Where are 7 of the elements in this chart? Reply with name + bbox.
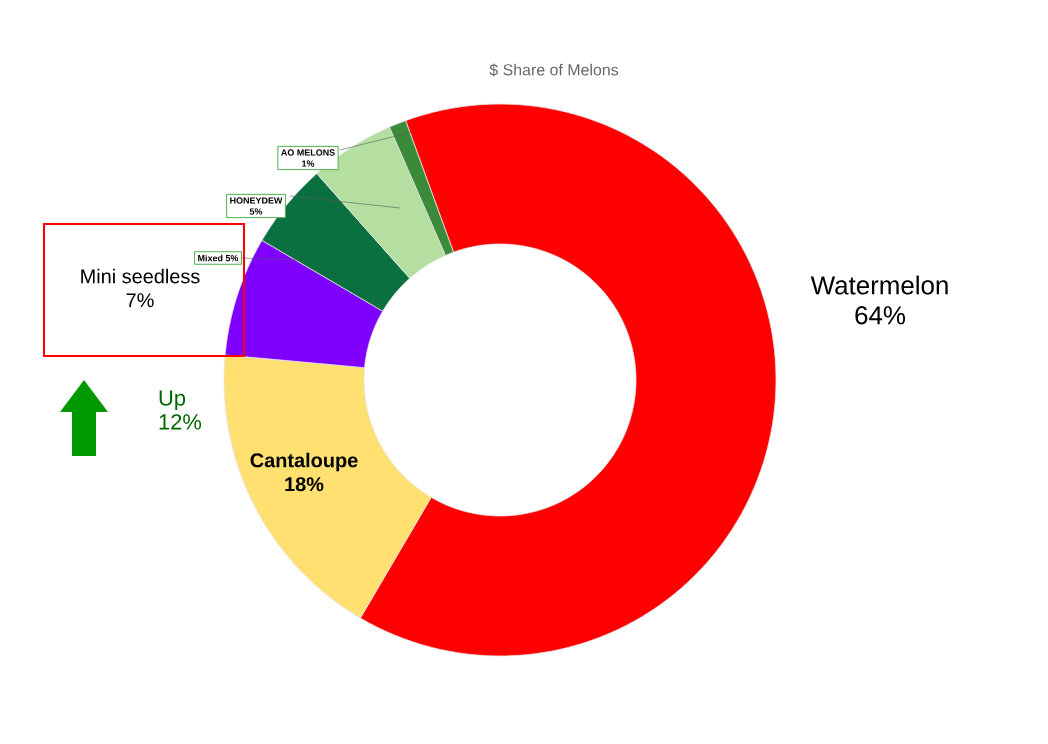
data-label: 64%	[855, 306, 906, 325]
slice-label: Watermelon	[810, 275, 948, 295]
slice-label: Mini seedless	[81, 268, 200, 284]
slice-label: Cantaloupe	[250, 452, 358, 472]
data-label: 7%	[126, 293, 154, 308]
text: Up 12%	[159, 390, 202, 430]
data-label: 18%	[285, 477, 324, 492]
